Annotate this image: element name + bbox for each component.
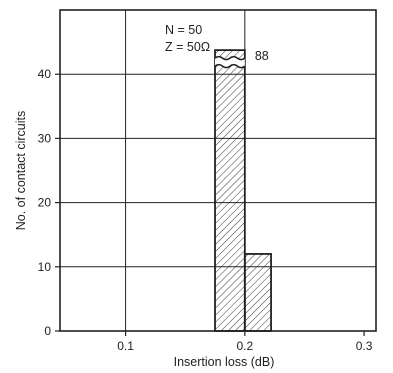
x-tick-label: 0.1 — [117, 339, 134, 353]
bars — [214, 49, 272, 332]
y-axis-label: No. of contact circuits — [14, 111, 28, 231]
x-tick-label: 0.3 — [356, 339, 373, 353]
bar-0 — [214, 49, 246, 332]
annotation-n: N = 50 — [165, 23, 202, 37]
y-tick-label: 40 — [38, 67, 52, 81]
axis-break — [215, 56, 245, 68]
annotation-z: Z = 50Ω — [165, 40, 210, 54]
y-tick-label: 20 — [38, 196, 52, 210]
bar-value-label: 88 — [255, 49, 269, 63]
x-tick-label: 0.2 — [236, 339, 253, 353]
y-tick-label: 30 — [38, 131, 52, 145]
plot-frame — [59, 9, 377, 332]
bar-1 — [243, 253, 272, 332]
x-axis-label: Insertion loss (dB) — [174, 355, 275, 369]
y-tick-label: 10 — [38, 260, 52, 274]
ticks: 0 10 20 30 40 0.1 0.2 0.3 — [38, 67, 373, 353]
y-tick-label: 0 — [44, 324, 51, 338]
